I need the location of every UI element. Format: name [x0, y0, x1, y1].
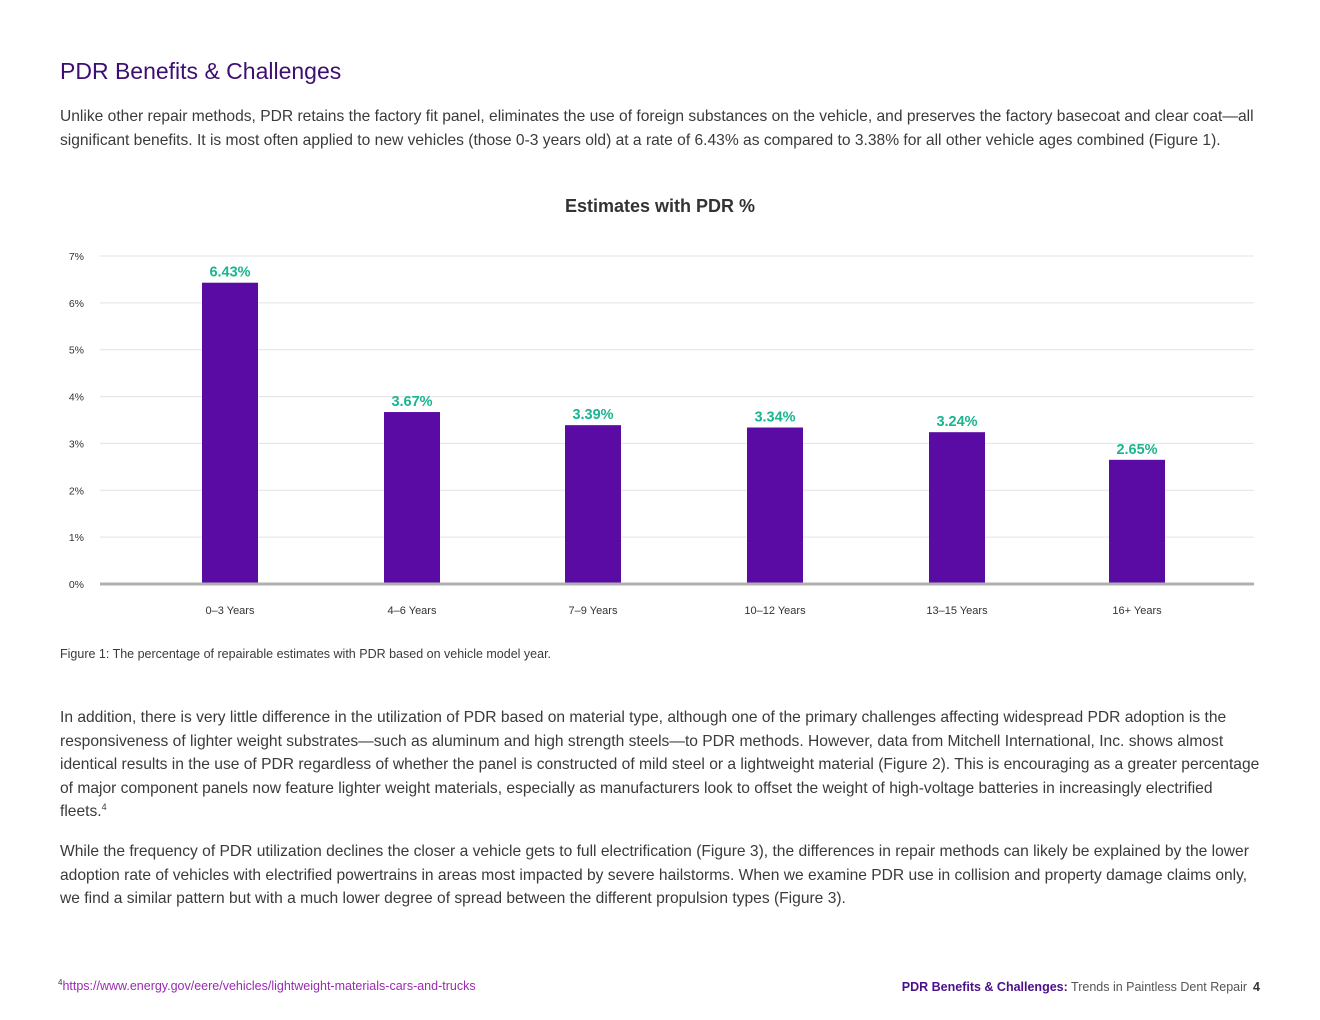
page-title: PDR Benefits & Challenges: [60, 58, 342, 84]
paragraph-2-text: In addition, there is very little differ…: [60, 709, 1260, 820]
x-tick-label: 4–6 Years: [388, 605, 437, 617]
bar: [384, 412, 440, 584]
data-label: 3.34%: [754, 409, 795, 425]
body-paragraph-2: In addition, there is very little differ…: [60, 706, 1260, 824]
bar: [202, 282, 258, 584]
data-label: 6.43%: [209, 265, 250, 281]
y-tick-label: 0%: [69, 579, 84, 591]
x-tick-label: 10–12 Years: [744, 605, 806, 617]
y-tick-label: 1%: [69, 532, 84, 544]
footer-doc-title: Trends in Paintless Dent Repair: [1071, 980, 1248, 994]
y-tick-label: 7%: [69, 251, 84, 263]
y-tick-label: 5%: [69, 345, 84, 357]
x-tick-label: 16+ Years: [1112, 605, 1162, 617]
y-tick-label: 2%: [69, 485, 84, 497]
x-tick-label: 0–3 Years: [206, 605, 255, 617]
footnote: 4https://www.energy.gov/eere/vehicles/li…: [58, 978, 476, 993]
footer-section: PDR Benefits & Challenges:: [901, 980, 1068, 994]
figure-caption: Figure 1: The percentage of repairable e…: [60, 647, 552, 661]
chart-title: Estimates with PDR %: [564, 196, 756, 216]
bar: [929, 432, 985, 584]
footnote-number: 4: [58, 978, 63, 987]
footnote-ref[interactable]: 4: [101, 801, 107, 812]
page-number: 4: [1253, 980, 1260, 994]
data-label: 3.39%: [572, 407, 613, 423]
pdr-bar-chart: 0% 1% 2% 3% 4% 5% 6% 7% 6.43% 0–3 Years 3.67% 4–6 Y…: [69, 251, 1254, 617]
bar: [747, 427, 803, 584]
x-tick-label: 13–15 Years: [926, 605, 988, 617]
bar: [565, 425, 621, 584]
page-footer: PDR Benefits & Challenges: Trends in Pai…: [902, 980, 1260, 994]
data-label: 3.24%: [936, 414, 977, 430]
data-label: 2.65%: [1116, 442, 1157, 458]
intro-paragraph: Unlike other repair methods, PDR retains…: [60, 108, 1254, 149]
bar: [1109, 459, 1165, 584]
y-tick-label: 6%: [69, 298, 84, 310]
y-tick-label: 4%: [69, 392, 84, 404]
data-label: 3.67%: [391, 394, 432, 410]
footnote-link[interactable]: https://www.energy.gov/eere/vehicles/lig…: [62, 979, 476, 994]
y-tick-label: 3%: [69, 438, 84, 450]
body-paragraph-3: While the frequency of PDR utilization d…: [60, 843, 1249, 907]
x-tick-label: 7–9 Years: [569, 605, 618, 617]
